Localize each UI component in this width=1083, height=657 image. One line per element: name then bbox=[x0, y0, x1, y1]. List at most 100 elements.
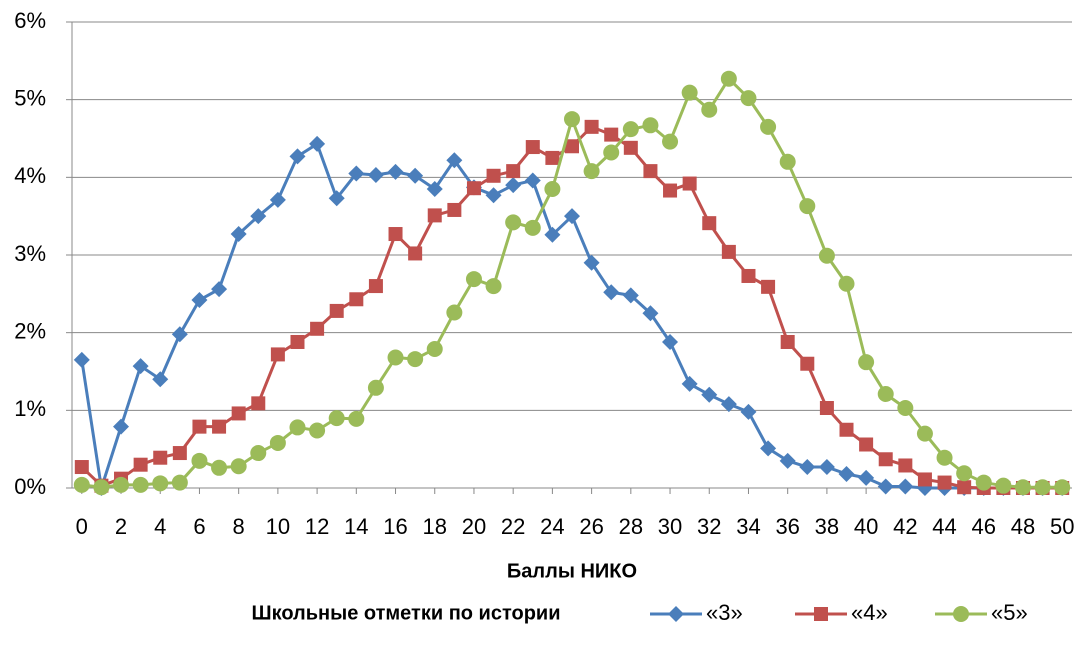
y-tick-label: 1% bbox=[14, 396, 46, 421]
data-point bbox=[250, 445, 267, 462]
data-point bbox=[191, 292, 208, 309]
data-point bbox=[1054, 479, 1071, 496]
x-tick-label: 24 bbox=[540, 514, 564, 539]
x-tick-label: 48 bbox=[1011, 514, 1035, 539]
x-tick-label: 46 bbox=[972, 514, 996, 539]
data-point bbox=[270, 347, 285, 362]
data-point bbox=[388, 227, 403, 242]
y-tick-label: 5% bbox=[14, 85, 46, 110]
data-point bbox=[447, 202, 462, 217]
data-point bbox=[642, 305, 659, 322]
data-point bbox=[565, 139, 579, 154]
legend-label: «3» bbox=[706, 600, 743, 625]
data-point bbox=[897, 400, 914, 417]
data-point bbox=[936, 449, 953, 466]
data-point bbox=[544, 226, 561, 243]
data-point bbox=[466, 181, 481, 196]
data-point bbox=[603, 284, 620, 301]
data-point bbox=[269, 191, 286, 208]
data-point bbox=[310, 321, 325, 336]
y-tick-label: 4% bbox=[14, 163, 46, 188]
data-point bbox=[838, 466, 855, 483]
data-point bbox=[564, 111, 580, 128]
data-point bbox=[171, 474, 188, 491]
data-point bbox=[73, 476, 90, 493]
data-point bbox=[741, 268, 756, 283]
data-point bbox=[230, 458, 247, 475]
data-point bbox=[289, 148, 306, 165]
y-tick-label: 6% bbox=[14, 8, 46, 33]
data-point bbox=[858, 469, 875, 486]
x-tick-label: 36 bbox=[775, 514, 799, 539]
data-point bbox=[251, 396, 266, 411]
x-tick-label: 50 bbox=[1050, 514, 1074, 539]
x-tick-label: 40 bbox=[854, 514, 878, 539]
x-tick-label: 0 bbox=[76, 514, 88, 539]
data-point bbox=[524, 172, 541, 189]
data-point bbox=[682, 176, 697, 191]
data-point bbox=[250, 208, 267, 225]
x-tick-label: 22 bbox=[501, 514, 525, 539]
data-point bbox=[505, 177, 522, 194]
data-point bbox=[937, 475, 952, 490]
legend-label: «4» bbox=[851, 600, 888, 625]
data-point bbox=[859, 437, 874, 452]
x-tick-label: 20 bbox=[462, 514, 486, 539]
data-point bbox=[623, 140, 638, 155]
data-point bbox=[839, 422, 854, 437]
x-axis-label: Баллы НИКО bbox=[507, 560, 637, 582]
data-point bbox=[818, 459, 835, 476]
data-point bbox=[132, 358, 149, 375]
data-point bbox=[74, 460, 89, 475]
data-point bbox=[446, 152, 463, 169]
data-point bbox=[348, 410, 365, 427]
x-tick-label: 30 bbox=[658, 514, 682, 539]
legend-label: «5» bbox=[991, 600, 1028, 625]
data-point bbox=[643, 164, 658, 179]
x-tick-label: 8 bbox=[233, 514, 245, 539]
data-point bbox=[525, 140, 540, 155]
data-point bbox=[212, 419, 227, 434]
data-point bbox=[192, 419, 207, 434]
data-point bbox=[1014, 479, 1031, 496]
data-point bbox=[211, 281, 228, 298]
data-point bbox=[701, 386, 718, 403]
data-point bbox=[663, 183, 678, 198]
y-tick-label: 3% bbox=[14, 241, 46, 266]
data-point bbox=[152, 371, 169, 388]
data-point bbox=[367, 167, 384, 184]
data-point bbox=[877, 478, 894, 495]
data-point bbox=[309, 135, 326, 152]
data-point bbox=[1034, 479, 1051, 496]
data-point bbox=[368, 279, 383, 294]
data-point bbox=[995, 477, 1012, 494]
data-point bbox=[740, 90, 757, 107]
data-point bbox=[799, 198, 816, 215]
data-point bbox=[93, 479, 110, 496]
data-point bbox=[642, 117, 659, 134]
x-tick-label: 44 bbox=[932, 514, 956, 539]
x-tick-label: 26 bbox=[579, 514, 603, 539]
data-point bbox=[761, 279, 776, 294]
data-point bbox=[486, 168, 501, 183]
data-point bbox=[622, 121, 639, 138]
data-point bbox=[231, 406, 246, 421]
legend-marker bbox=[814, 607, 828, 621]
data-point bbox=[485, 278, 502, 295]
data-point bbox=[191, 452, 208, 469]
data-point bbox=[583, 254, 600, 271]
data-point bbox=[407, 351, 424, 368]
data-point bbox=[975, 474, 992, 491]
data-point bbox=[172, 446, 187, 461]
data-point bbox=[524, 219, 541, 236]
data-point bbox=[427, 208, 442, 223]
data-point bbox=[73, 351, 90, 368]
data-point bbox=[681, 84, 698, 101]
data-point bbox=[877, 386, 894, 403]
data-point bbox=[800, 356, 815, 371]
data-point bbox=[426, 340, 443, 357]
data-point bbox=[349, 292, 364, 307]
data-point bbox=[407, 167, 424, 184]
data-point bbox=[329, 303, 344, 318]
